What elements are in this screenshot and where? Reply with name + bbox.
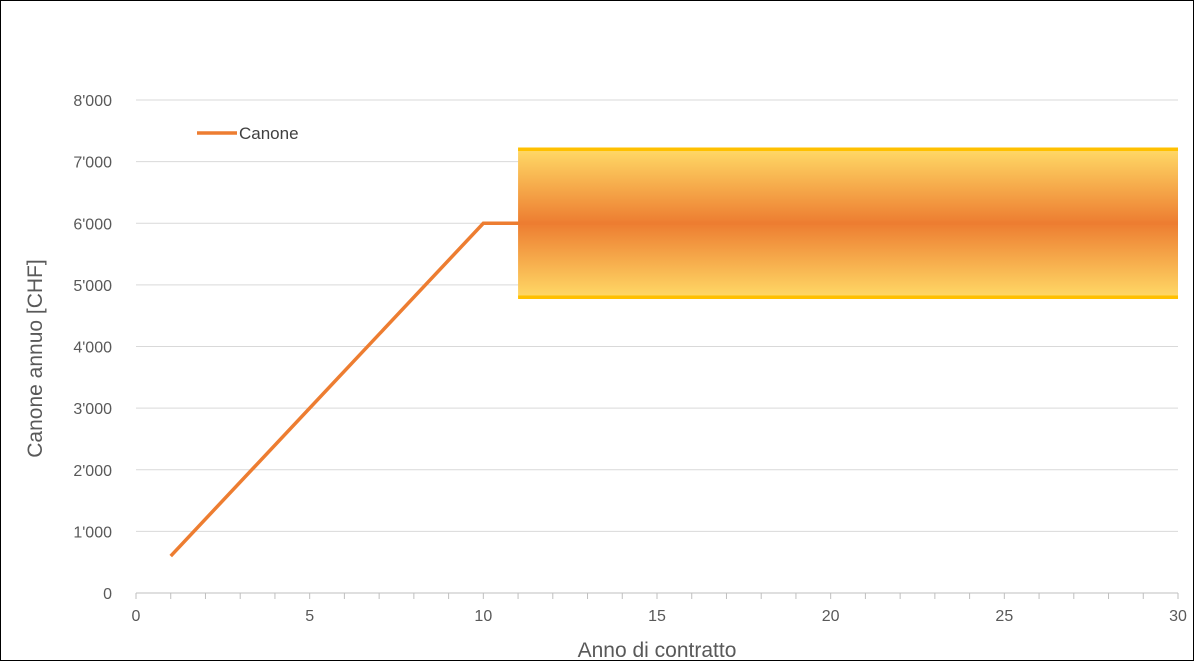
- x-tick-label: 5: [305, 608, 314, 625]
- x-axis-title: Anno di contratto: [578, 639, 737, 660]
- x-tick-label: 30: [1169, 608, 1187, 625]
- x-tick-label: 15: [648, 608, 666, 625]
- series-layer: [169, 221, 1178, 558]
- y-tick-label: 1'000: [73, 524, 112, 541]
- y-tick-label: 4'000: [73, 340, 112, 357]
- x-tick-label: 20: [822, 608, 840, 625]
- axes: 0 1'000 2'000 3'000 4'000 5'000 6'000 7'000 8'00…: [73, 93, 1187, 625]
- x-tick-label: 0: [132, 608, 141, 625]
- legend-label: Canone: [239, 124, 299, 143]
- x-tick-label: 25: [995, 608, 1013, 625]
- y-tick-label: 7'000: [73, 155, 112, 172]
- y-tick-label: 2'000: [73, 463, 112, 480]
- x-tick-label: 10: [474, 608, 492, 625]
- series-line-canone: [169, 221, 1178, 558]
- y-tick-label: 6'000: [73, 216, 112, 233]
- y-axis-title: Canone annuo [CHF]: [24, 259, 47, 457]
- y-tick-label: 3'000: [73, 401, 112, 418]
- legend: Canone: [197, 124, 299, 143]
- y-tick-label: 0: [103, 586, 112, 603]
- y-tick-label: 8'000: [73, 93, 112, 110]
- y-tick-label: 5'000: [73, 278, 112, 295]
